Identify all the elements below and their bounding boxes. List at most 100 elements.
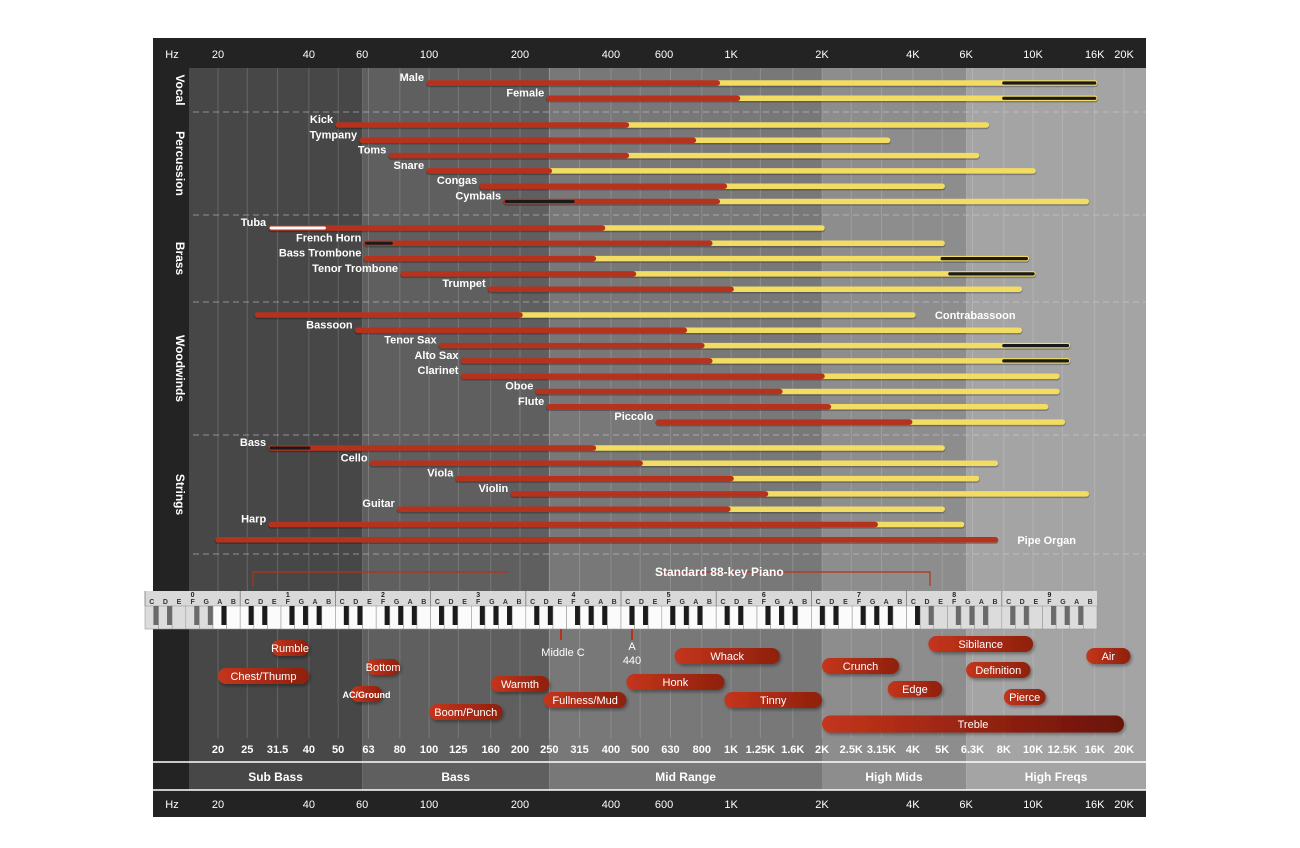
descriptor-pill-sibilance <box>928 636 1034 652</box>
piano-white-key <box>1083 605 1098 630</box>
piano-note-letter: G <box>489 599 495 606</box>
piano-note-letter: A <box>598 599 603 606</box>
piano-white-key <box>987 605 1003 630</box>
octave-number: 9 <box>1047 592 1051 599</box>
bottom-tick-label: 160 <box>482 744 500 756</box>
descriptor-pills: Rumble Chest/Thump Bottom AC/Ground Warmth Bo… <box>218 636 1131 733</box>
piano-note-letter: D <box>1020 599 1025 606</box>
descriptor-pill-pierce <box>1003 689 1046 705</box>
piano-note-letter: F <box>190 599 195 606</box>
bottom-tick-label: 100 <box>420 744 438 756</box>
instrument-label-tenor-sax: Tenor Sax <box>384 335 437 347</box>
bottom-tick-label: 10K <box>1023 744 1043 756</box>
top-tick-label: 1K <box>724 49 738 61</box>
piano-white-key <box>933 605 948 630</box>
bottom-tick-label: 1.25K <box>746 744 775 756</box>
descriptor-label-tinny: Tinny <box>760 695 787 707</box>
piano-note-letter: D <box>163 599 168 606</box>
octave-number: 6 <box>762 592 766 599</box>
middle-c-label: Middle C <box>541 647 584 659</box>
bottom-axis-tick-label: 400 <box>602 799 620 811</box>
piano-note-letter: A <box>788 599 793 606</box>
band-label: Sub Bass <box>248 770 303 784</box>
piano-note-letter: G <box>584 599 590 606</box>
descriptor-label-rumble: Rumble <box>271 643 309 655</box>
bottom-tick-label: 800 <box>693 744 711 756</box>
piano-note-letter: C <box>816 599 821 606</box>
piano-note-letter: F <box>571 599 576 606</box>
octave-number: 3 <box>476 592 480 599</box>
octave-number: 1 <box>286 592 290 599</box>
instrument-label-clarinet: Clarinet <box>418 365 459 377</box>
piano-note-letter: B <box>231 599 236 606</box>
bottom-axis-tick-label: 40 <box>303 799 315 811</box>
piano-note-letter: E <box>462 599 467 606</box>
octave-number: 7 <box>857 592 861 599</box>
bottom-axis-tick-label: 1K <box>724 799 738 811</box>
bottom-axis-tick-label: 20 <box>212 799 224 811</box>
descriptor-pill-chest-thump <box>218 668 309 684</box>
descriptor-label-warmth: Warmth <box>501 679 539 691</box>
bottom-tick-label: 3.15K <box>867 744 896 756</box>
instrument-label-tympany: Tympany <box>310 129 358 141</box>
piano-note-letter: E <box>653 599 658 606</box>
piano-note-letter: B <box>897 599 902 606</box>
piano-note-letter: D <box>544 599 549 606</box>
group-label-column <box>153 68 189 790</box>
bottom-tick-label: 40 <box>303 744 315 756</box>
bottom-tick-label: 25 <box>241 744 253 756</box>
top-tick-label: 2K <box>815 49 829 61</box>
piano-white-key <box>647 605 663 630</box>
descriptor-label-definition: Definition <box>975 665 1021 677</box>
bottom-tick-label: 50 <box>332 744 344 756</box>
top-tick-label: 6K <box>959 49 973 61</box>
bottom-tick-label: 6.3K <box>961 744 984 756</box>
instrument-label-cello: Cello <box>341 452 368 464</box>
instrument-label-alto-sax: Alto Sax <box>414 350 459 362</box>
instrument-label-oboe: Oboe <box>505 381 533 393</box>
bottom-tick-label: 1.6K <box>781 744 804 756</box>
piano-note-letter: F <box>952 599 957 606</box>
band-label: Bass <box>441 770 470 784</box>
piano-note-letter: A <box>979 599 984 606</box>
top-axis-bar <box>153 38 1146 68</box>
band-row-bass <box>362 762 550 790</box>
bottom-tick-label: 16K <box>1085 744 1105 756</box>
bottom-axis-tick-label: 10K <box>1023 799 1043 811</box>
descriptor-label-ac-ground: AC/Ground <box>342 690 390 700</box>
group-label: Vocal <box>173 74 187 105</box>
descriptor-label-air: Air <box>1102 651 1116 663</box>
piano-note-letter: D <box>639 599 644 606</box>
bottom-tick-label: 125 <box>449 744 467 756</box>
instrument-label-tuba: Tuba <box>241 217 267 229</box>
descriptor-label-bottom: Bottom <box>366 662 401 674</box>
descriptor-label-edge: Edge <box>902 684 928 696</box>
descriptor-pill-air <box>1086 648 1131 664</box>
top-tick-label: 600 <box>655 49 673 61</box>
piano-white-key <box>511 605 527 630</box>
piano-white-key <box>552 605 567 630</box>
instrument-label-female: Female <box>506 87 544 99</box>
descriptor-pill-treble <box>822 715 1124 733</box>
band-row-high-mids <box>822 762 967 790</box>
band-row-sub-bass <box>189 762 363 790</box>
piano-note-letter: B <box>992 599 997 606</box>
instrument-label-snare: Snare <box>394 160 425 172</box>
octave-number: 0 <box>191 592 195 599</box>
octave-number: 5 <box>667 592 671 599</box>
piano-note-letter: C <box>244 599 249 606</box>
piano-note-letter: C <box>625 599 630 606</box>
bottom-tick-label: 5K <box>935 744 949 756</box>
piano-note-letter: E <box>367 599 372 606</box>
piano-note-letter: G <box>870 599 876 606</box>
piano-note-letter: G <box>965 599 971 606</box>
descriptor-label-honk: Honk <box>663 677 689 689</box>
descriptor-pill-bottom <box>366 659 400 675</box>
piano-note-letter: A <box>1074 599 1079 606</box>
piano-white-key <box>702 605 717 630</box>
piano-white-key <box>797 605 812 630</box>
piano-note-letter: F <box>476 599 481 606</box>
piano-white-key <box>1028 605 1043 630</box>
descriptor-label-boom-punch: Boom/Punch <box>434 707 497 719</box>
piano-note-letter: D <box>924 599 929 606</box>
